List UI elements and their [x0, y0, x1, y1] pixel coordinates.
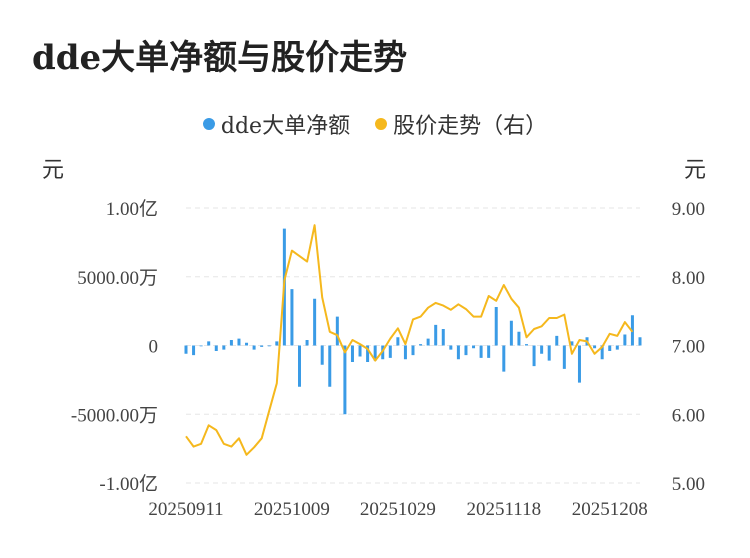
bar	[426, 338, 430, 346]
bar	[275, 341, 279, 346]
x-tick-label: 20251208	[572, 499, 648, 520]
bar	[245, 342, 249, 346]
y-right-tick-label: 8.00	[672, 268, 705, 289]
bar	[328, 345, 332, 387]
y-right-tick-label: 9.00	[672, 199, 705, 220]
bar	[396, 337, 400, 346]
bar	[509, 320, 513, 346]
y-right-tick-label: 5.00	[672, 474, 705, 495]
bar	[502, 345, 506, 372]
legend-dot-line	[375, 118, 388, 130]
bar	[638, 337, 642, 346]
bar	[207, 341, 211, 346]
bar	[472, 345, 476, 349]
x-tick-label: 20251029	[360, 499, 436, 520]
bar	[298, 345, 301, 387]
chart-title: dde大单净额与股价走势	[32, 38, 408, 78]
bar	[237, 338, 241, 346]
bar	[267, 345, 271, 347]
bar	[570, 341, 574, 346]
bar	[600, 345, 604, 360]
bar	[608, 345, 612, 351]
bar	[192, 345, 196, 356]
bar	[388, 345, 392, 358]
bar	[350, 345, 354, 362]
x-tick-label: 20251118	[467, 499, 542, 520]
bar	[464, 345, 468, 356]
bar	[373, 345, 377, 361]
legend-dot-bar	[202, 118, 215, 130]
y-right-tick-label: 6.00	[672, 405, 705, 426]
bar	[260, 345, 264, 347]
bar	[184, 345, 188, 354]
bar	[456, 345, 460, 360]
legend: dde大单净额 股价走势（右）	[0, 108, 750, 140]
y-left-unit: 元	[42, 158, 64, 183]
bar	[517, 331, 521, 346]
y-left-tick-label: 1.00亿	[106, 198, 158, 220]
bar	[305, 340, 309, 346]
price-line	[185, 224, 634, 456]
bar	[366, 345, 370, 362]
bar	[494, 307, 498, 346]
bar	[419, 344, 423, 346]
bar	[441, 329, 445, 346]
bar	[222, 345, 226, 350]
bar	[358, 345, 362, 357]
x-tick-label: 20250911	[148, 499, 223, 520]
bar	[320, 345, 324, 365]
bar	[540, 345, 544, 354]
bar	[577, 345, 581, 383]
bar	[449, 345, 453, 350]
bar	[313, 298, 317, 346]
bar	[411, 345, 415, 356]
legend-item-bar[interactable]: dde大单净额	[202, 108, 351, 140]
y-left-tick-label: 0	[149, 337, 159, 358]
legend-item-line[interactable]: 股价走势（右）	[375, 108, 547, 140]
bar	[290, 289, 294, 346]
y-left-tick-label: -5000.00万	[71, 405, 158, 426]
bar	[434, 324, 438, 346]
bar	[335, 316, 339, 346]
bar	[593, 345, 597, 349]
bar	[214, 345, 218, 351]
y-right-unit: 元	[684, 158, 706, 183]
bar	[562, 345, 566, 369]
bar	[199, 345, 203, 347]
axis-layer: 1.00亿 5000.00万 0 -5000.00万 -1.00亿 9.00 8.00 7.0…	[42, 158, 706, 520]
bar	[252, 345, 256, 350]
bar	[487, 345, 491, 358]
x-tick-label: 20251009	[254, 499, 330, 520]
bar	[525, 344, 528, 346]
y-left-tick-label: -1.00亿	[99, 473, 158, 495]
bar	[623, 334, 627, 346]
line-series	[185, 224, 634, 456]
bar	[547, 345, 551, 361]
y-right-tick-label: 7.00	[672, 337, 705, 358]
bar	[403, 345, 407, 360]
bar	[532, 345, 536, 367]
legend-label-bar: dde大单净额	[220, 114, 351, 139]
bar	[229, 340, 233, 346]
bar	[479, 345, 483, 358]
bar	[343, 345, 347, 415]
legend-label-line: 股价走势（右）	[393, 114, 548, 139]
bar	[555, 335, 559, 346]
y-left-tick-label: 5000.00万	[77, 268, 158, 289]
bar	[615, 345, 619, 350]
